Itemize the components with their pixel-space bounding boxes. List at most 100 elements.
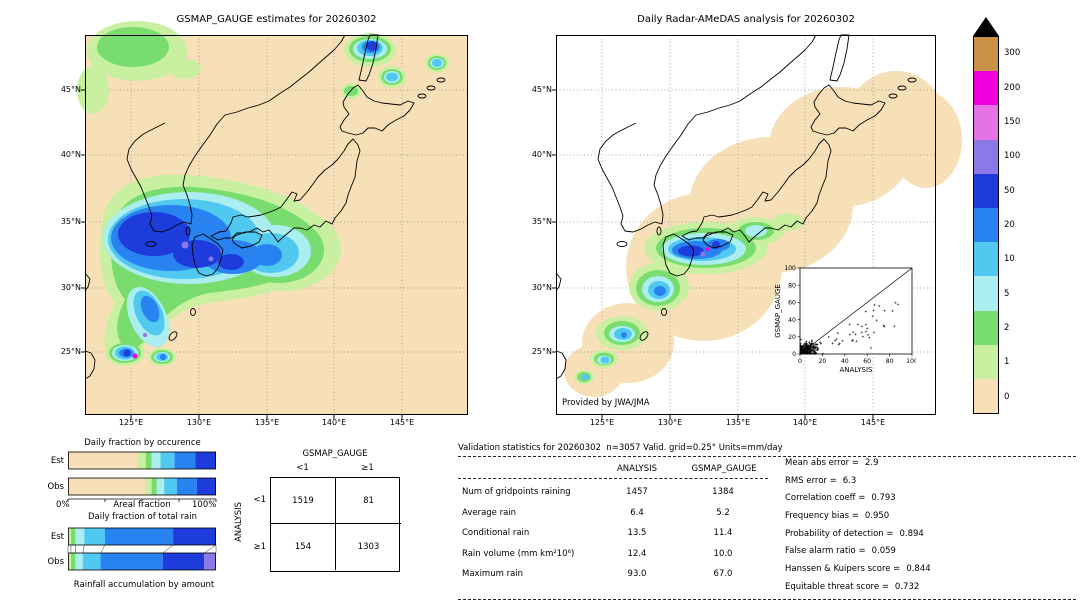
contingency-col-label-lt1: <1	[296, 463, 309, 473]
inset-y-tick: 100	[784, 265, 796, 272]
colorbar-segment-300	[974, 37, 998, 72]
colorbar-tick-label: 50	[1004, 185, 1015, 196]
inset-xlabel: ANALYSIS	[839, 366, 873, 374]
metric-value: 2.9	[865, 458, 879, 468]
colorbar-tick-label: 300	[1004, 48, 1021, 59]
metric-value: 0.059	[871, 546, 896, 557]
colorbar-overflow-triangle	[973, 17, 999, 36]
right-map: Provided by JWA/JMA 0 20 40 60 80 100 0 20 40 60 8…	[532, 34, 962, 427]
identity-line	[799, 267, 913, 355]
inset-y-tick: 40	[788, 317, 796, 324]
metric-value: 6.3	[842, 475, 857, 486]
stats-row-label: Maximum rain	[462, 569, 524, 579]
metric-label: RMS error =	[785, 475, 837, 486]
metric-label: Equitable threat score =	[785, 581, 889, 592]
stats-analysis-value: 12.4	[627, 548, 647, 559]
colorbar-tick-label: 150	[1004, 116, 1021, 127]
precip-extreme	[700, 247, 710, 257]
total-rain-chart-title: Daily fraction of total rain	[87, 512, 198, 522]
areal-axis-0-label: 0%	[56, 500, 70, 510]
stats-divider-bottom	[458, 599, 1076, 600]
occurrence-obs-label: Obs	[47, 482, 64, 492]
metric-value: 0.894	[899, 528, 924, 539]
left-map-title: GSMAP_GAUGE estimates for 20260302	[176, 14, 377, 25]
colorbar-tick-label: 2	[1004, 323, 1010, 334]
metric-label: Hanssen & Kuipers score =	[785, 564, 901, 575]
stats-row-label: Num of gridpoints raining	[462, 487, 571, 497]
inset-x-tick: 0	[798, 358, 802, 365]
total-rain-est-label: Est	[50, 532, 64, 542]
lat-tick-label: 45°N	[60, 85, 81, 94]
colorbar-labels: 300 200 150 100 50 20 10 5 2 1 0	[1004, 36, 1020, 414]
metric-line: Mean abs error = 2.9	[785, 458, 1077, 476]
lon-tick-label: 135°E	[254, 418, 280, 427]
stats-divider-header	[458, 478, 768, 479]
contingency-cell-miss: 154	[271, 524, 336, 570]
precip-dark-blue	[678, 241, 720, 257]
stats-row: Average rain 6.4 5.2	[458, 504, 778, 525]
contingency-row-label-lt1: <1	[253, 495, 266, 505]
contingency-col-group: GSMAP_GAUGE	[302, 449, 368, 459]
inset-y-tick: 80	[788, 282, 796, 289]
lon-tick-label: 145°E	[860, 418, 886, 427]
colorbar-segment-2	[974, 310, 998, 345]
lon-tick-label: 130°E	[657, 418, 683, 427]
inset-x-tick: 100	[906, 358, 916, 365]
metric-value: 0.844	[906, 564, 931, 575]
colorbar-segment-20	[974, 207, 998, 243]
left-map-canvas	[77, 21, 468, 419]
metric-line: Hanssen & Kuipers score = 0.844	[785, 564, 1077, 582]
lat-tick-label: 30°N	[531, 283, 552, 292]
stats-row-label: Conditional rain	[462, 528, 530, 538]
provider-credit: Provided by JWA/JMA	[562, 398, 650, 408]
metric-label: Mean abs error =	[785, 458, 859, 468]
colorbar-segment-150	[974, 105, 998, 140]
inset-y-tick: 0	[792, 351, 796, 358]
contingency-row-label-ge1: ≥1	[253, 542, 266, 552]
stats-row: Conditional rain 13.5 11.4	[458, 524, 778, 545]
lat-tick-label: 40°N	[531, 150, 552, 159]
occurrence-est-label: Est	[50, 456, 64, 466]
stats-row-label: Average rain	[462, 507, 517, 518]
stats-analysis-value: 1457	[626, 487, 648, 497]
stats-col-gsmap: GSMAP_GAUGE	[691, 464, 757, 474]
colorbar-tick-label: 5	[1004, 288, 1010, 299]
total-rain-bars	[67, 527, 217, 571]
contingency-col-label-ge1: ≥1	[361, 463, 374, 473]
axis-ticks	[81, 89, 403, 419]
lon-tick-label: 140°E	[792, 418, 818, 427]
lat-tick-label: 30°N	[60, 283, 81, 292]
metric-label: Correlation coeff =	[785, 493, 866, 504]
stats-gsmap-value: 1384	[712, 487, 734, 497]
stats-gsmap-value: 11.4	[713, 528, 733, 538]
inset-x-tick: 60	[863, 358, 871, 365]
stats-row: Num of gridpoints raining 1457 1384	[458, 483, 778, 504]
colorbar-tick-label: 200	[1004, 82, 1021, 93]
inset-axis-ticks: 0 20 40 60 80 100 0 20 40 60 80 100	[784, 265, 916, 365]
axis-ticks	[552, 89, 874, 419]
metric-value: 0.732	[894, 581, 920, 592]
stats-divider-top	[458, 456, 1076, 457]
metric-value: 0.950	[864, 511, 890, 522]
lat-tick-label: 25°N	[531, 347, 552, 356]
contingency-cell-hits-rain: 1303	[357, 542, 380, 552]
colorbar-tick-label: 100	[1004, 151, 1021, 162]
stats-title: Validation statistics for 20260302 n=305…	[458, 443, 783, 453]
colorbar-tick-label: 10	[1004, 254, 1015, 265]
areal-axis-100-label: 100%	[192, 500, 217, 510]
right-map-canvas	[552, 34, 962, 419]
colorbar-segment-10	[974, 242, 998, 277]
stats-row: Maximum rain 93.0 67.0	[458, 565, 778, 586]
metric-line: RMS error = 6.3	[785, 476, 1077, 494]
colorbar-segment-200	[974, 71, 998, 106]
inset-x-tick: 80	[886, 358, 894, 365]
metric-label: Frequency bias =	[785, 511, 859, 522]
right-map-title: Daily Radar-AMeDAS analysis for 20260302	[637, 14, 855, 25]
occurrence-bars	[67, 451, 217, 502]
colorbar-tick-label: 0	[1004, 391, 1010, 402]
precip-extreme	[132, 241, 214, 359]
colorbar-segment-50	[974, 173, 998, 208]
colorbar-tick-label: 1	[1004, 357, 1010, 368]
colorbar-segment-0	[974, 378, 998, 414]
colorbar-segment-1	[974, 344, 998, 379]
